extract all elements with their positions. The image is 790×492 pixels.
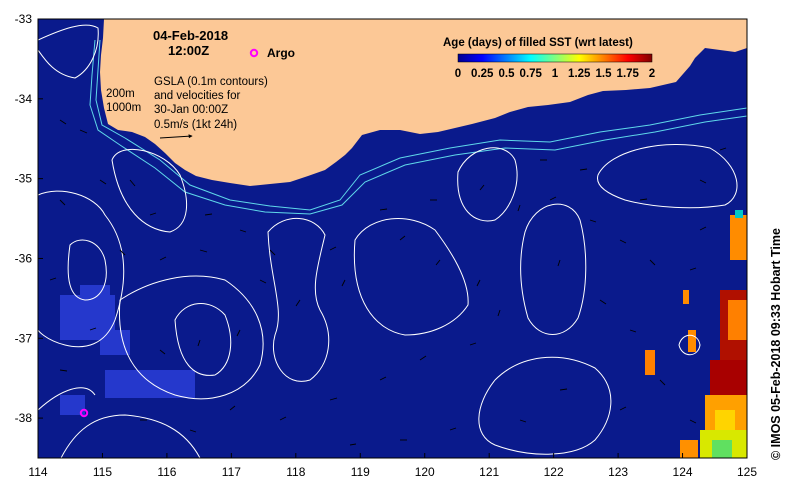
gsla-description-line4: 0.5m/s (1kt 24h) <box>154 119 237 131</box>
y-tick-label: -38 <box>15 411 33 425</box>
y-tick-label: -33 <box>15 12 33 26</box>
colorbar-tick-label: 0.75 <box>520 68 543 80</box>
isobath-200m-label: 200m <box>106 88 135 100</box>
x-tick-label: 124 <box>673 465 693 479</box>
credit-text: © IMOS 05-Feb-2018 09:33 Hobart Time <box>769 228 783 460</box>
x-tick-label: 122 <box>544 465 564 479</box>
isobath-contours <box>89 39 747 215</box>
colorbar-ticks: 0 0.25 0.5 0.75 1 1.25 1.5 1.75 2 <box>455 68 655 80</box>
velocity-scale-arrow <box>159 134 193 139</box>
argo-float-marker <box>79 408 89 418</box>
gsla-description-line1: GSLA (0.1m contours) <box>154 76 268 88</box>
x-tick-label: 115 <box>93 465 112 479</box>
x-tick-label: 118 <box>286 465 305 479</box>
map-time: 12:00Z <box>168 43 209 58</box>
map-plot-area: 04-Feb-2018 12:00Z Argo GSLA (0.1m conto… <box>38 19 747 458</box>
x-tick-label: 114 <box>28 465 47 479</box>
colorbar-title: Age (days) of filled SST (wrt latest) <box>443 37 633 49</box>
map-date: 04-Feb-2018 <box>153 28 228 43</box>
x-tick-label: 119 <box>351 465 370 479</box>
y-tick-label: -35 <box>15 172 33 186</box>
x-tick-label: 125 <box>737 465 757 479</box>
isobath-1000m-label: 1000m <box>106 102 141 114</box>
colorbar-tick-label: 0.5 <box>499 68 516 80</box>
x-tick-label: 121 <box>479 465 499 479</box>
plot-frame <box>37 18 748 459</box>
x-tick-label: 117 <box>222 465 241 479</box>
colorbar-tick-label: 1 <box>552 68 559 80</box>
colorbar-tick-label: 1.5 <box>596 68 613 80</box>
colorbar <box>457 53 653 63</box>
colorbar-tick-label: 0.25 <box>471 68 494 80</box>
colorbar-tick-label: 1.75 <box>617 68 640 80</box>
gsla-description-line3: 30-Jan 00:00Z <box>154 104 228 116</box>
x-tick-label: 123 <box>608 465 628 479</box>
colorbar-tick-label: 2 <box>649 68 655 80</box>
x-axis: 114 115 116 117 118 119 120 121 122 123 124 125 <box>28 453 757 479</box>
colorbar-tick-label: 1.25 <box>568 68 591 80</box>
x-tick-label: 116 <box>157 465 176 479</box>
y-tick-label: -37 <box>15 331 33 345</box>
velocity-vectors <box>49 119 727 446</box>
argo-float-marker <box>249 48 259 58</box>
gsla-description-line2: and velocities for <box>154 90 240 102</box>
y-tick-label: -34 <box>15 92 33 106</box>
x-tick-label: 120 <box>415 465 435 479</box>
gsla-contours <box>38 24 738 458</box>
argo-legend-label: Argo <box>267 46 295 60</box>
y-axis: -33 -34 -35 -36 -37 -38 <box>15 12 43 425</box>
y-tick-label: -36 <box>15 251 33 265</box>
colorbar-tick-label: 0 <box>455 68 461 80</box>
sst-age-patches-low <box>60 285 195 415</box>
